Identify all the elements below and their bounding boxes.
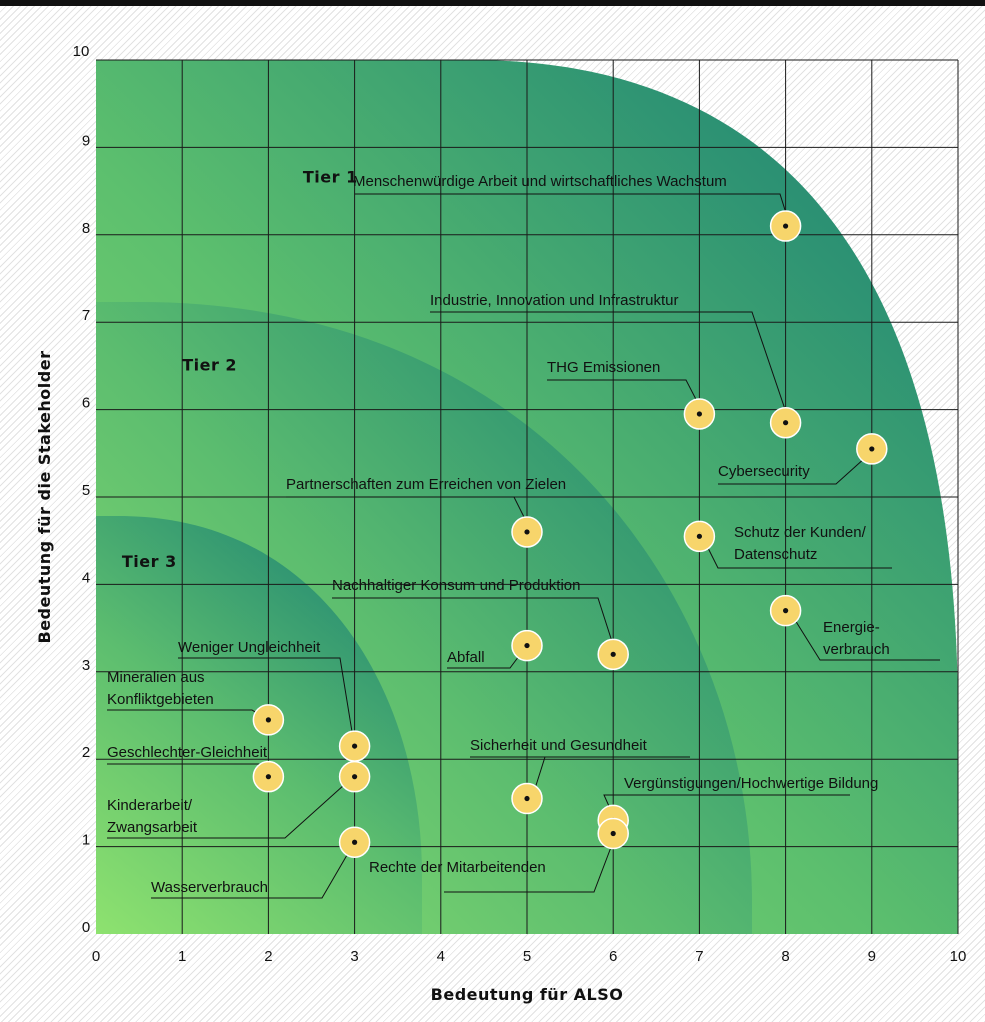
point-label: Industrie, Innovation und Infrastruktur xyxy=(430,292,678,309)
point-label: Abfall xyxy=(447,649,485,666)
data-point-center xyxy=(352,774,358,780)
point-label: Partnerschaften zum Erreichen von Zielen xyxy=(286,476,566,493)
y-tick-label: 4 xyxy=(82,569,90,586)
y-tick-label: 0 xyxy=(82,919,90,936)
x-tick-label: 5 xyxy=(523,948,531,965)
leader-line xyxy=(470,756,690,799)
y-tick-label: 5 xyxy=(82,482,90,499)
data-point-center xyxy=(696,411,703,417)
grid-lines xyxy=(96,59,959,934)
tier-label: Tier 1 xyxy=(303,167,358,186)
leader-line xyxy=(107,775,355,839)
point-label: Cybersecurity xyxy=(718,463,810,480)
point-label: Nachhaltiger Konsum und Produktion xyxy=(332,577,580,594)
point-label: verbrauch xyxy=(823,641,890,658)
y-tick-label: 9 xyxy=(82,132,90,149)
x-tick-label: 3 xyxy=(350,948,358,965)
data-point-center xyxy=(869,446,875,452)
point-label: Schutz der Kunden/ xyxy=(734,524,867,541)
x-axis-title: Bedeutung für ALSO xyxy=(431,985,624,1004)
data-point-center xyxy=(696,533,703,539)
leader-line xyxy=(444,833,617,893)
y-tick-label: 2 xyxy=(82,744,90,761)
point-label: Vergünstigungen/Hochwertige Bildung xyxy=(624,775,878,792)
data-point-center xyxy=(524,529,530,535)
tier-label: Tier 2 xyxy=(182,355,237,374)
data-point-center xyxy=(352,839,358,845)
y-tick-label: 6 xyxy=(82,395,90,412)
point-label: Konfliktgebieten xyxy=(107,691,214,708)
x-axis-ticks: 0 1 2 3 4 5 6 7 8 9 10 xyxy=(92,948,967,965)
y-tick-label: 1 xyxy=(82,832,90,849)
data-point-center xyxy=(265,774,271,780)
y-tick-label: 10 xyxy=(73,43,90,60)
point-label: Menschenwürdige Arbeit und wirtschaftlic… xyxy=(353,173,727,190)
data-point-center xyxy=(265,717,271,723)
data-point-center xyxy=(610,830,616,837)
y-axis-ticks: 0 1 2 3 4 5 6 7 8 9 10 xyxy=(73,43,91,936)
top-rule xyxy=(0,0,985,6)
y-tick-label: 8 xyxy=(82,220,90,237)
y-axis-title: Bedeutung für die Stakeholder xyxy=(35,351,54,644)
point-label: Energie- xyxy=(823,619,880,636)
data-point-center xyxy=(783,420,789,426)
data-point-center xyxy=(524,642,530,649)
x-tick-label: 0 xyxy=(92,948,100,965)
point-label: Datenschutz xyxy=(734,546,817,563)
leader-line xyxy=(430,311,791,425)
point-label: Weniger Ungleichheit xyxy=(178,639,321,656)
point-label: Mineralien aus xyxy=(107,669,205,686)
x-tick-label: 7 xyxy=(695,948,703,965)
data-point-center xyxy=(610,651,616,657)
tier-label: Tier 3 xyxy=(122,552,177,571)
leader-line xyxy=(151,842,355,899)
x-tick-label: 4 xyxy=(437,948,445,965)
point-label: Kinderarbeit/ xyxy=(107,797,193,814)
leader-line xyxy=(332,597,617,655)
y-tick-label: 3 xyxy=(82,657,90,674)
leader-line xyxy=(789,611,940,661)
x-tick-label: 6 xyxy=(609,948,617,965)
point-label: Zwangsarbeit xyxy=(107,819,198,836)
data-point-center xyxy=(783,608,789,614)
x-tick-label: 8 xyxy=(781,948,789,965)
data-point-center xyxy=(524,795,530,802)
y-tick-label: 7 xyxy=(82,307,90,324)
x-tick-label: 1 xyxy=(178,948,186,965)
data-point-center xyxy=(352,743,358,749)
point-label: Rechte der Mitarbeitenden xyxy=(369,859,546,876)
x-tick-label: 10 xyxy=(950,948,967,965)
point-label: THG Emissionen xyxy=(547,359,660,376)
point-label: Sicherheit und Gesundheit xyxy=(470,737,648,754)
data-point-center xyxy=(783,223,789,229)
point-label: Wasserverbrauch xyxy=(151,879,268,896)
point-labels: Menschenwürdige Arbeit und wirtschaftlic… xyxy=(107,173,890,896)
x-tick-label: 2 xyxy=(264,948,272,965)
leader-line xyxy=(178,657,355,745)
data-points xyxy=(252,210,888,858)
point-label: Geschlechter-Gleichheit xyxy=(107,744,268,761)
tier-labels: Tier 1 Tier 2 Tier 3 xyxy=(122,167,358,571)
x-tick-label: 9 xyxy=(868,948,876,965)
